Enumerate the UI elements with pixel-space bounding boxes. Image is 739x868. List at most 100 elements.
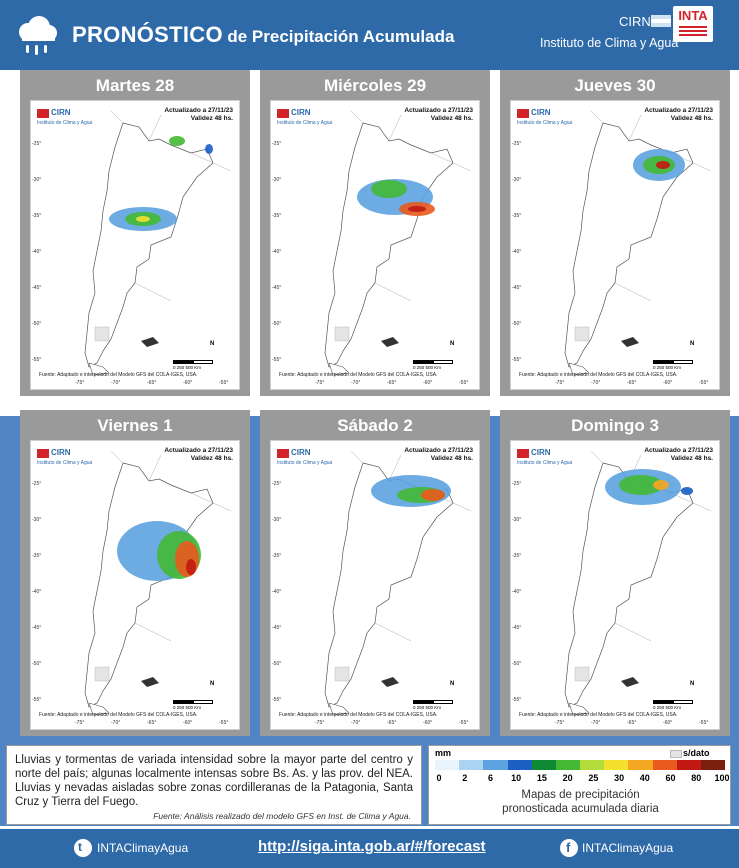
map-validity: Validez 48 hs. bbox=[670, 115, 713, 122]
lat-label: -45° bbox=[512, 285, 522, 291]
map-scale-bar: 0 250 500 Km bbox=[413, 354, 467, 370]
inta-mini-logo bbox=[517, 449, 529, 458]
lat-label: -35° bbox=[272, 213, 282, 219]
map-logo: CIRN Instituto de Clima y Agua bbox=[37, 448, 97, 471]
map-update-info: Actualizado a 27/11/23 Validez 48 hs. bbox=[404, 447, 473, 463]
forecast-panel: Miércoles 29 CIRN Instituto de Clima y Agu… bbox=[260, 70, 490, 396]
facebook-handle[interactable]: INTAClimayAgua bbox=[582, 841, 674, 855]
north-arrow-icon: N bbox=[210, 341, 215, 347]
lat-label: -30° bbox=[272, 517, 282, 523]
twitter-icon[interactable]: t bbox=[74, 839, 92, 857]
inta-logo-text: INTA bbox=[678, 8, 708, 23]
map-logo-cirn: CIRN bbox=[51, 108, 71, 117]
legend-color-swatch bbox=[459, 760, 484, 770]
lon-label: -55° bbox=[219, 380, 229, 386]
inta-mini-logo bbox=[37, 109, 49, 118]
scale-label: 0 250 500 Km bbox=[653, 705, 682, 710]
argentina-map-graphic bbox=[301, 110, 472, 376]
legend-color-swatch bbox=[483, 760, 508, 770]
map-logo-cirn: CIRN bbox=[531, 108, 551, 117]
legend-color-swatch bbox=[435, 760, 460, 770]
map-source: Fuente: Adaptado e interpolado del Model… bbox=[279, 712, 438, 718]
lon-label: -75° bbox=[555, 720, 565, 726]
lon-label: -70° bbox=[351, 380, 361, 386]
brand-institute: Instituto de Clima y Agua bbox=[540, 36, 679, 50]
lat-label: -55° bbox=[512, 357, 522, 363]
lat-label: -35° bbox=[272, 553, 282, 559]
lon-label: -75° bbox=[555, 380, 565, 386]
precipitation-map: CIRN Instituto de Clima y Agua Actualizado… bbox=[30, 440, 240, 730]
map-scale-bar: 0 250 500 Km bbox=[413, 694, 467, 710]
lat-label: -50° bbox=[32, 321, 42, 327]
map-source: Fuente: Adaptado e interpolado del Model… bbox=[519, 712, 678, 718]
forecast-link[interactable]: http://siga.inta.gob.ar/#/forecast bbox=[258, 838, 486, 855]
lat-label: -30° bbox=[512, 177, 522, 183]
precipitation-map: CIRN Instituto de Clima y Agua Actualizado… bbox=[270, 100, 480, 390]
legend-no-data: s/dato bbox=[683, 748, 710, 758]
lat-label: -35° bbox=[32, 213, 42, 219]
map-validity: Validez 48 hs. bbox=[430, 455, 473, 462]
lat-label: -40° bbox=[512, 249, 522, 255]
argentina-map-graphic bbox=[541, 110, 712, 376]
forecast-panel: Viernes 1 CIRN Instituto de Clima y Agua Ac… bbox=[20, 410, 250, 736]
lon-label: -65° bbox=[387, 720, 397, 726]
lon-label: -65° bbox=[627, 720, 637, 726]
legend-color-swatch bbox=[700, 760, 726, 770]
lon-label: -55° bbox=[219, 720, 229, 726]
map-update-info: Actualizado a 27/11/23 Validez 48 hs. bbox=[164, 447, 233, 463]
page-title: PRONÓSTICO de Precipitación Acumulada bbox=[72, 22, 454, 48]
lon-label: -55° bbox=[699, 380, 709, 386]
forecast-panel: Martes 28 CIRN Instituto de Clima y Agua Ac… bbox=[20, 70, 250, 396]
map-logo: CIRN Instituto de Clima y Agua bbox=[517, 108, 577, 131]
brand-cirn: CIRN bbox=[619, 14, 651, 29]
panel-day-title: Miércoles 29 bbox=[323, 76, 427, 95]
argentina-map-graphic bbox=[541, 450, 712, 716]
legend-tick: 60 bbox=[665, 773, 676, 783]
lat-label: -35° bbox=[32, 553, 42, 559]
title-rest: de Precipitación Acumulada bbox=[227, 27, 455, 46]
map-logo-institute: Instituto de Clima y Agua bbox=[277, 460, 333, 466]
lat-label: -30° bbox=[32, 177, 42, 183]
lat-label: -30° bbox=[32, 517, 42, 523]
legend-tick: 20 bbox=[562, 773, 573, 783]
legend-tick: 2 bbox=[462, 773, 468, 783]
facebook-icon[interactable]: f bbox=[560, 839, 578, 857]
precipitation-map: CIRN Instituto de Clima y Agua Actualizado… bbox=[270, 440, 480, 730]
lat-label: -50° bbox=[272, 321, 282, 327]
no-data-swatch bbox=[670, 750, 682, 758]
lat-label: -45° bbox=[272, 285, 282, 291]
map-updated: Actualizado a 27/11/23 bbox=[644, 107, 713, 114]
lon-label: -60° bbox=[183, 720, 193, 726]
map-validity: Validez 48 hs. bbox=[670, 455, 713, 462]
lon-label: -65° bbox=[387, 380, 397, 386]
lat-label: -50° bbox=[32, 661, 42, 667]
lon-label: -55° bbox=[459, 380, 469, 386]
lat-label: -50° bbox=[272, 661, 282, 667]
lon-label: -60° bbox=[183, 380, 193, 386]
page-header: PRONÓSTICO de Precipitación Acumulada CI… bbox=[0, 0, 739, 70]
lon-label: -55° bbox=[699, 720, 709, 726]
lon-label: -75° bbox=[75, 380, 85, 386]
inta-mini-logo bbox=[517, 109, 529, 118]
argentina-map-graphic bbox=[61, 110, 232, 376]
map-update-info: Actualizado a 27/11/23 Validez 48 hs. bbox=[404, 107, 473, 123]
panel-day-title: Domingo 3 bbox=[571, 416, 659, 435]
lat-label: -50° bbox=[512, 321, 522, 327]
forecast-description: Lluvias y tormentas de variada intensida… bbox=[6, 745, 422, 825]
lat-label: -25° bbox=[32, 141, 42, 147]
lon-label: -65° bbox=[147, 380, 157, 386]
scale-label: 0 250 500 Km bbox=[173, 365, 202, 370]
north-arrow-icon: N bbox=[690, 681, 695, 687]
legend-color-swatch bbox=[531, 760, 556, 770]
map-update-info: Actualizado a 27/11/23 Validez 48 hs. bbox=[164, 107, 233, 123]
lat-label: -40° bbox=[272, 589, 282, 595]
scale-label: 0 250 500 Km bbox=[173, 705, 202, 710]
north-arrow-icon: N bbox=[450, 341, 455, 347]
lat-label: -35° bbox=[512, 553, 522, 559]
lat-label: -55° bbox=[32, 697, 42, 703]
rain-cloud-icon bbox=[19, 16, 57, 55]
lat-label: -25° bbox=[512, 481, 522, 487]
map-source: Fuente: Adaptado e interpolado del Model… bbox=[39, 712, 198, 718]
legend-caption-line2: pronosticada acumulada diaria bbox=[502, 803, 659, 815]
twitter-handle[interactable]: INTAClimayAgua bbox=[97, 841, 189, 855]
